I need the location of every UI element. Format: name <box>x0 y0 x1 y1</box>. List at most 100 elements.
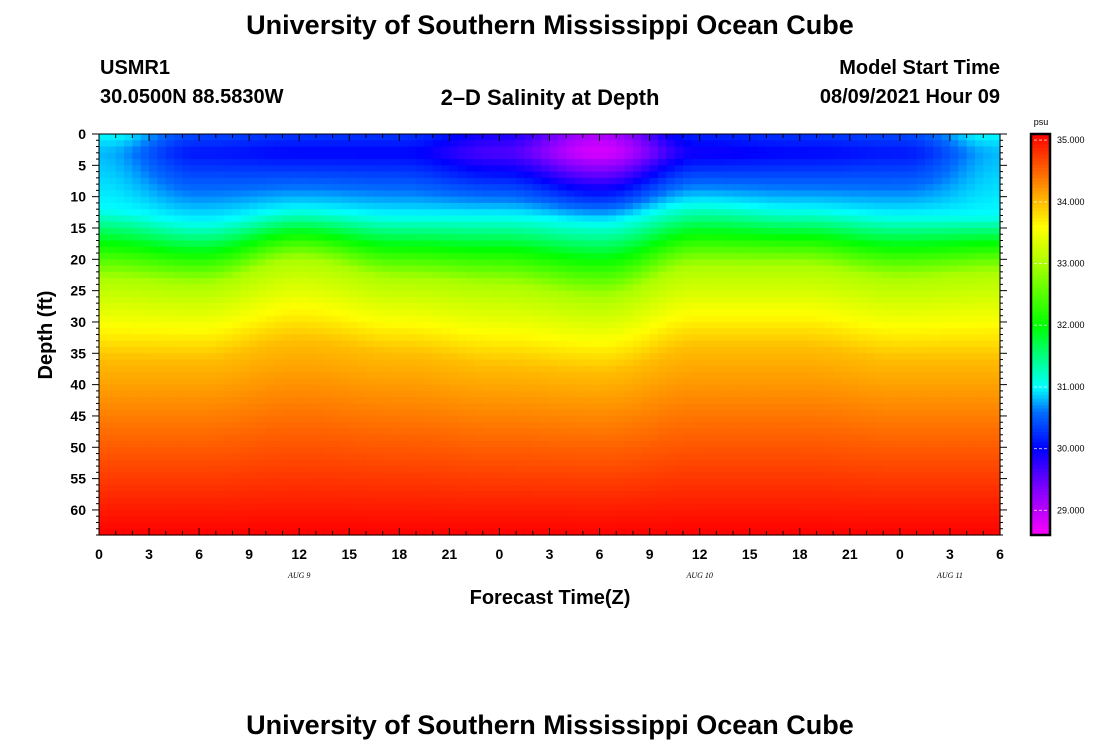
heatmap-cell <box>374 484 384 492</box>
heatmap-cell <box>482 434 492 442</box>
heatmap-cell <box>199 165 209 173</box>
heatmap-cell <box>299 278 309 285</box>
heatmap-cell <box>582 428 592 436</box>
heatmap-cell <box>549 428 559 436</box>
heatmap-cell <box>199 253 209 260</box>
heatmap-cell <box>441 378 450 386</box>
heatmap-cell <box>349 466 359 473</box>
heatmap-cell <box>741 315 751 323</box>
heatmap-cell <box>382 240 392 248</box>
heatmap-cell <box>457 234 467 242</box>
heatmap-cell <box>390 171 400 179</box>
heatmap-cell <box>591 365 601 373</box>
heatmap-cell <box>416 290 425 298</box>
heatmap-cell <box>365 347 375 354</box>
heatmap-cell <box>466 497 476 505</box>
heatmap-cell <box>157 353 167 361</box>
heatmap-cell <box>199 516 209 524</box>
heatmap-cell <box>616 415 626 423</box>
heatmap-cell <box>165 184 175 191</box>
heatmap-cell <box>491 271 501 279</box>
heatmap-cell <box>265 516 275 524</box>
heatmap-cell <box>265 159 275 166</box>
heatmap-cell <box>482 447 492 455</box>
heatmap-cell <box>549 134 559 141</box>
heatmap-cell <box>374 522 384 530</box>
heatmap-cell <box>324 365 334 373</box>
heatmap-cell <box>624 497 634 505</box>
heatmap-cell <box>407 434 417 442</box>
heatmap-cell <box>324 271 334 279</box>
heatmap-cell <box>265 303 275 311</box>
heatmap-cell <box>257 390 267 398</box>
heatmap-cell <box>499 447 509 455</box>
heatmap-cell <box>432 215 442 223</box>
heatmap-cell <box>682 390 692 398</box>
heatmap-cell <box>466 278 476 285</box>
heatmap-cell <box>591 152 601 160</box>
heatmap-cell <box>199 509 209 517</box>
heatmap-cell <box>507 234 517 242</box>
heatmap-cell <box>399 278 409 285</box>
heatmap-cell <box>149 271 158 279</box>
heatmap-cell <box>582 509 592 517</box>
heatmap-cell <box>249 384 259 392</box>
heatmap-cell <box>708 315 717 323</box>
heatmap-cell <box>432 303 442 311</box>
heatmap-cell <box>249 478 259 486</box>
heatmap-cell <box>574 146 584 154</box>
heatmap-cell <box>282 491 292 499</box>
heatmap-cell <box>265 221 275 229</box>
heatmap-cell <box>365 159 375 166</box>
heatmap-cell <box>132 259 142 267</box>
heatmap-cell <box>282 528 292 536</box>
heatmap-cell <box>399 165 409 173</box>
heatmap-cell <box>265 134 275 141</box>
heatmap-cell <box>315 334 325 342</box>
heatmap-cell <box>190 422 200 430</box>
heatmap-cell <box>532 528 542 536</box>
heatmap-cell <box>432 315 442 323</box>
heatmap-cell <box>140 134 150 141</box>
heatmap-cell <box>365 171 375 179</box>
heatmap-cell <box>516 171 526 179</box>
heatmap-cell <box>215 140 225 148</box>
heatmap-cell <box>382 397 392 405</box>
heatmap-cell <box>549 321 559 329</box>
heatmap-cell <box>299 184 309 191</box>
heatmap-cell <box>424 390 434 398</box>
heatmap-cell <box>682 184 692 191</box>
heatmap-cell <box>132 447 142 455</box>
heatmap-cell <box>657 309 667 317</box>
heatmap-cell <box>257 441 267 448</box>
heatmap-cell <box>349 315 359 323</box>
heatmap-cell <box>249 321 259 329</box>
heatmap-cell <box>691 340 701 348</box>
heatmap-cell <box>124 328 133 336</box>
heatmap-cell <box>340 278 350 285</box>
heatmap-cell <box>365 453 375 461</box>
heatmap-cell <box>616 365 626 373</box>
heatmap-cell <box>349 415 359 423</box>
heatmap-cell <box>240 271 250 279</box>
heatmap-cell <box>357 202 367 210</box>
heatmap-cell <box>641 209 651 217</box>
heatmap-cell <box>674 271 684 279</box>
heatmap-cell <box>174 497 184 505</box>
heatmap-cell <box>157 315 167 323</box>
heatmap-cell <box>249 497 259 505</box>
heatmap-cell <box>516 497 526 505</box>
heatmap-cell <box>516 491 526 499</box>
heatmap-cell <box>432 334 442 342</box>
heatmap-cell <box>265 284 275 292</box>
heatmap-cell <box>532 171 542 179</box>
heatmap-cell <box>140 441 150 448</box>
heatmap-cell <box>516 516 526 524</box>
heatmap-cell <box>416 328 425 336</box>
heatmap-cell <box>232 290 242 298</box>
heatmap-cell <box>174 240 184 248</box>
heatmap-cell <box>140 403 150 411</box>
heatmap-cell <box>99 522 108 530</box>
heatmap-cell <box>524 265 534 273</box>
heatmap-cell <box>582 347 592 354</box>
